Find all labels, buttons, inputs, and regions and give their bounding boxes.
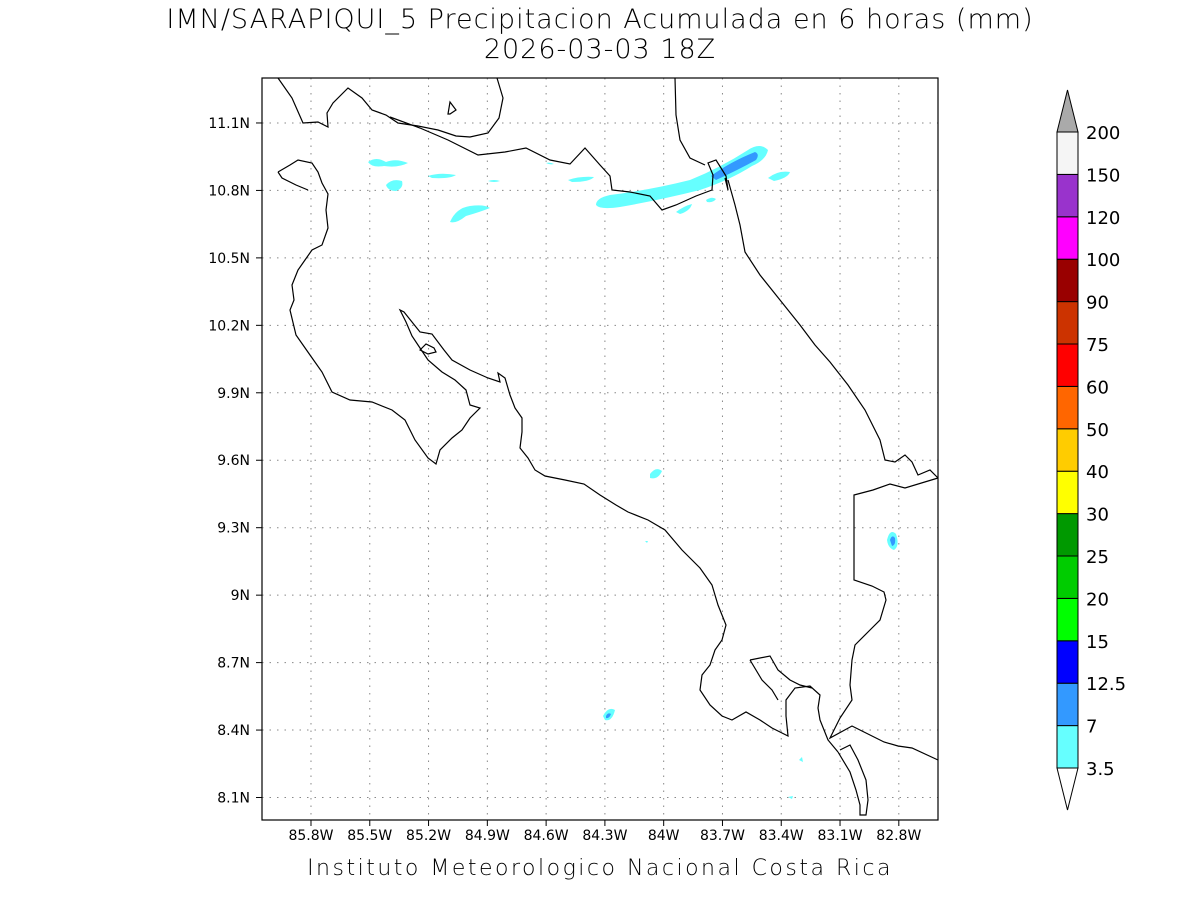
coastline-segment xyxy=(749,655,813,689)
precip-patch xyxy=(676,204,692,214)
graticule xyxy=(262,78,938,820)
coastline-segment xyxy=(277,171,309,191)
precip-patch xyxy=(711,152,758,180)
colorbar-label: 15 xyxy=(1086,632,1109,653)
map-axes: 85.8W 85.5W 85.2W 84.9W 84.6W 84.3W 84W 83.7W 83… xyxy=(208,77,939,844)
colorbar-lower-arrow xyxy=(1056,767,1079,811)
colorbar-label: 12.5 xyxy=(1086,674,1126,695)
map-frame xyxy=(261,77,939,821)
precip-patch xyxy=(386,180,403,191)
lat-tick-label: 9.6N xyxy=(217,453,250,469)
precip-patch xyxy=(606,713,611,719)
precip-patch xyxy=(768,171,790,181)
colorbar-label: 60 xyxy=(1086,377,1109,398)
lon-tick-label: 82.8W xyxy=(876,828,921,844)
precip-patch xyxy=(368,159,408,167)
precip-patch xyxy=(788,796,793,799)
colorbar-swatch xyxy=(1056,725,1079,769)
lon-tick-label: 85.8W xyxy=(288,828,333,844)
coastline-segment xyxy=(277,77,504,138)
lat-tick-label: 9N xyxy=(231,588,250,604)
map-datetime: 2026-03-03 18Z xyxy=(483,34,717,65)
colorbar-swatch xyxy=(1056,682,1079,727)
lat-tick-label: 9.9N xyxy=(217,386,250,402)
colorbar-swatch xyxy=(1056,428,1079,472)
lon-tick-label: 83.4W xyxy=(759,828,804,844)
colorbar-label: 150 xyxy=(1086,165,1120,186)
lat-tick-label: 10.5N xyxy=(208,251,250,267)
colorbar-label: 7 xyxy=(1086,717,1097,738)
colorbar-label: 100 xyxy=(1086,250,1120,271)
colorbar-swatch xyxy=(1056,513,1079,557)
precip-patch xyxy=(568,176,594,182)
lon-tick-label: 84.3W xyxy=(582,828,627,844)
colorbar-label: 50 xyxy=(1086,420,1109,441)
precip-patch xyxy=(645,541,648,543)
colorbar-swatch xyxy=(1056,640,1079,684)
colorbar-swatch xyxy=(1056,470,1079,515)
precip-patch xyxy=(596,146,768,209)
colorbar-label: 90 xyxy=(1086,293,1109,314)
precip-patch xyxy=(450,205,490,223)
lat-tick-label: 8.4N xyxy=(217,723,250,739)
colorbar-swatch xyxy=(1056,385,1079,430)
precip-patch xyxy=(546,162,554,165)
coastline xyxy=(277,77,939,816)
precipitation-shading xyxy=(368,146,898,799)
lon-tick-label: 83.1W xyxy=(818,828,863,844)
coastline-segment xyxy=(674,77,706,166)
coastline-segment xyxy=(749,659,779,701)
lat-tick-label: 9.3N xyxy=(217,521,250,537)
colorbar-label: 200 xyxy=(1086,123,1120,144)
precip-patch xyxy=(706,197,716,203)
colorbar-swatch xyxy=(1056,343,1079,387)
precip-patch xyxy=(650,469,662,479)
colorbar-swatch xyxy=(1056,216,1079,260)
lat-tick-label: 11.1N xyxy=(208,116,250,132)
precip-patch xyxy=(890,536,896,546)
coastline-segment xyxy=(727,179,939,479)
precip-patch xyxy=(799,757,803,762)
colorbar: 3.5 7 12.5 15 20 25 30 40 50 60 75 90 100 120 150 200 xyxy=(1056,89,1126,811)
map-title: IMN/SARAPIQUI_5 Precipitacion Acumulada … xyxy=(166,4,1034,35)
coastline-segment xyxy=(447,100,457,115)
lon-tick-label: 84W xyxy=(648,828,680,844)
colorbar-swatch xyxy=(1056,131,1079,175)
colorbar-label: 120 xyxy=(1086,208,1120,229)
colorbar-swatch xyxy=(1056,555,1079,599)
precip-patch xyxy=(428,173,456,179)
colorbar-swatch xyxy=(1056,258,1079,303)
lon-tick-label: 84.6W xyxy=(524,828,569,844)
colorbar-label: 30 xyxy=(1086,505,1109,526)
coastline-segment xyxy=(837,744,869,816)
colorbar-swatch xyxy=(1056,301,1079,345)
footer-credit: Instituto Meteorologico Nacional Costa R… xyxy=(307,856,893,881)
lon-tick-label: 84.9W xyxy=(465,828,510,844)
lat-tick-label: 8.1N xyxy=(217,791,250,807)
colorbar-label: 20 xyxy=(1086,589,1109,610)
lat-tick-label: 8.7N xyxy=(217,656,250,672)
lon-tick-label: 83.7W xyxy=(700,828,745,844)
coastline-segment xyxy=(828,477,939,761)
coastline-segment xyxy=(389,116,729,211)
lat-tick-label: 10.8N xyxy=(208,183,250,199)
coastline-segment xyxy=(277,159,839,753)
lon-tick-label: 85.2W xyxy=(406,828,451,844)
colorbar-label: 25 xyxy=(1086,547,1109,568)
coastline-segment xyxy=(418,343,437,355)
colorbar-swatch xyxy=(1056,173,1079,218)
lon-tick-label: 85.5W xyxy=(347,828,392,844)
colorbar-upper-arrow xyxy=(1056,89,1079,133)
lat-tick-label: 10.2N xyxy=(208,318,250,334)
colorbar-swatch xyxy=(1056,597,1079,642)
colorbar-label: 40 xyxy=(1086,462,1109,483)
colorbar-label: 3.5 xyxy=(1086,759,1115,780)
precip-patch xyxy=(488,180,500,182)
colorbar-label: 75 xyxy=(1086,335,1109,356)
